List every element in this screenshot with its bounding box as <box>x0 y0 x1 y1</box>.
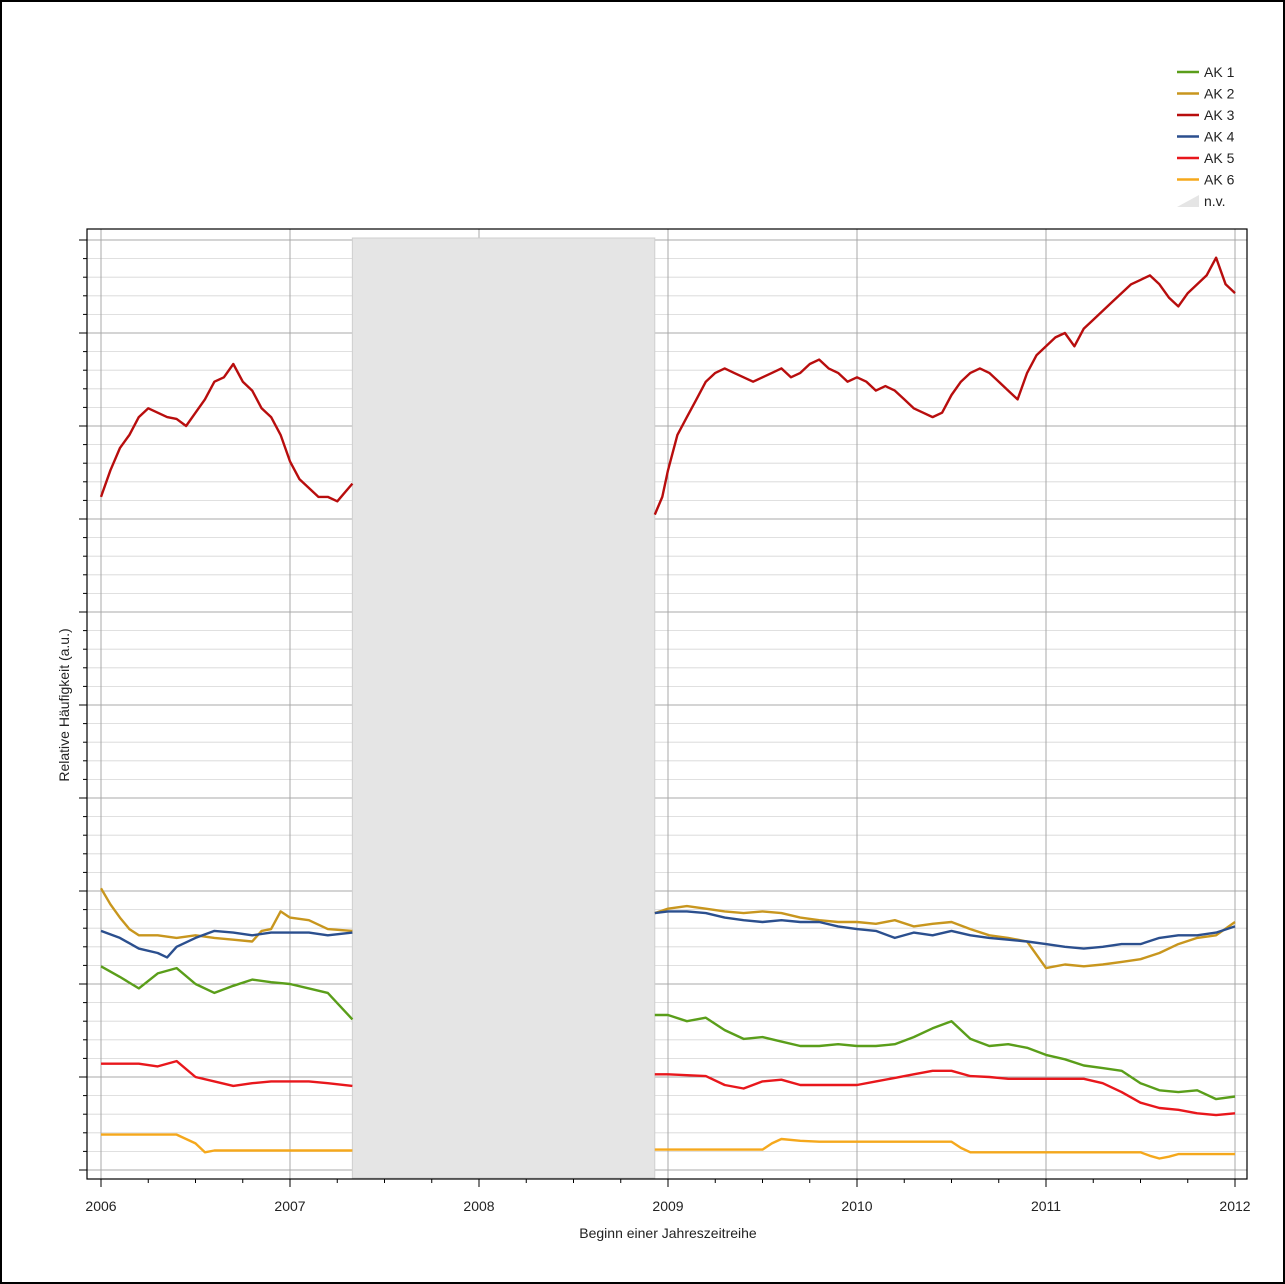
legend-label-missing: n.v. <box>1204 193 1226 209</box>
axis-ticks: 2006 2007 2008 2009 2010 2011 2012 <box>79 239 1251 1214</box>
legend-label: AK 3 <box>1204 107 1235 123</box>
x-tick-label: 2009 <box>652 1198 683 1214</box>
legend: AK 1 AK 2 AK 3 AK 4 AK 5 AK 6 n.v. <box>1177 64 1235 209</box>
series-layer <box>99 256 1236 1160</box>
x-tick-label: 2006 <box>85 1198 116 1214</box>
series-line-ak-4 <box>100 910 1236 959</box>
legend-label: AK 4 <box>1204 129 1235 145</box>
x-axis-label: Beginn einer Jahreszeitreihe <box>579 1225 757 1241</box>
series-line-ak-1 <box>100 965 1236 1101</box>
axes-box <box>86 228 1248 1180</box>
y-axis-label: Relative Häufigkeit (a.u.) <box>56 628 72 781</box>
x-tick-label: 2011 <box>1031 1198 1061 1214</box>
x-tick-label: 2010 <box>841 1198 872 1214</box>
series-line-ak-3 <box>99 256 1236 516</box>
legend-label: AK 5 <box>1204 150 1235 166</box>
legend-label: AK 6 <box>1204 172 1235 188</box>
legend-label: AK 2 <box>1204 86 1235 102</box>
plot-area: 2006 2007 2008 2009 2010 2011 2012 <box>79 228 1251 1214</box>
legend-swatch-missing <box>1177 195 1199 207</box>
x-tick-label: 2008 <box>463 1198 494 1214</box>
gridlines <box>87 229 1247 1179</box>
series-line-ak-5 <box>101 1059 1236 1117</box>
series-line-ak-6 <box>101 1133 1235 1160</box>
x-tick-label: 2012 <box>1219 1198 1250 1214</box>
series-line-ak-2 <box>99 887 1236 970</box>
missing-data-band <box>351 237 656 1179</box>
legend-label: AK 1 <box>1204 64 1235 80</box>
x-tick-label: 2007 <box>274 1198 305 1214</box>
